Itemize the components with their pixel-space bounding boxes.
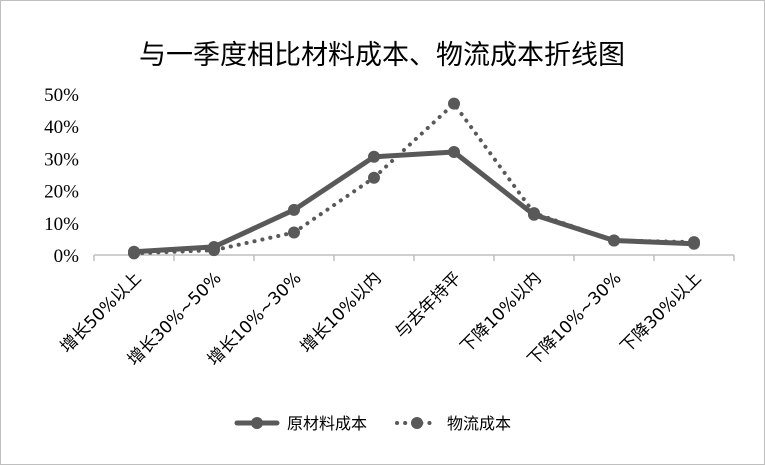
y-tick-label: 50%: [44, 85, 79, 106]
data-point: [448, 145, 460, 158]
data-point: [608, 234, 620, 247]
series-line: [131, 149, 697, 255]
x-tick-label: 下降10%以内: [457, 268, 546, 357]
data-point: [688, 237, 700, 250]
y-tick-label: 10%: [44, 214, 79, 235]
y-tick-label: 0%: [54, 246, 80, 267]
data-point: [208, 240, 220, 253]
x-tick-label: 下降30%以上: [617, 268, 706, 357]
y-tick-label: 30%: [44, 149, 79, 170]
series-layer: [128, 97, 700, 260]
data-point: [448, 97, 460, 110]
data-point: [288, 226, 300, 239]
legend-marker: [251, 417, 263, 429]
y-tick-label: 20%: [44, 182, 79, 203]
legend-label: 原材料成本: [287, 414, 367, 433]
chart-title: 与一季度相比材料成本、物流成本折线图: [139, 40, 625, 71]
legend-marker: [411, 417, 423, 429]
legend: 原材料成本 物流成本: [234, 414, 511, 433]
legend-item: 物流成本: [395, 414, 511, 433]
x-tick-label: 增长10%以内: [297, 268, 386, 357]
x-tick-label: 与去年持平: [391, 268, 465, 342]
y-axis: 0% 10% 20% 30% 40% 50%: [44, 85, 79, 267]
data-point: [288, 203, 300, 216]
legend-item: 原材料成本: [234, 414, 367, 433]
data-point: [128, 245, 140, 258]
y-tick-label: 40%: [44, 117, 79, 138]
data-point: [368, 171, 380, 184]
data-point: [368, 150, 380, 163]
series-1: [128, 145, 700, 258]
legend-label: 物流成本: [447, 414, 511, 433]
x-tick-label: 增长50%以上: [57, 268, 146, 357]
data-point: [528, 208, 540, 221]
series-line: [132, 101, 696, 256]
